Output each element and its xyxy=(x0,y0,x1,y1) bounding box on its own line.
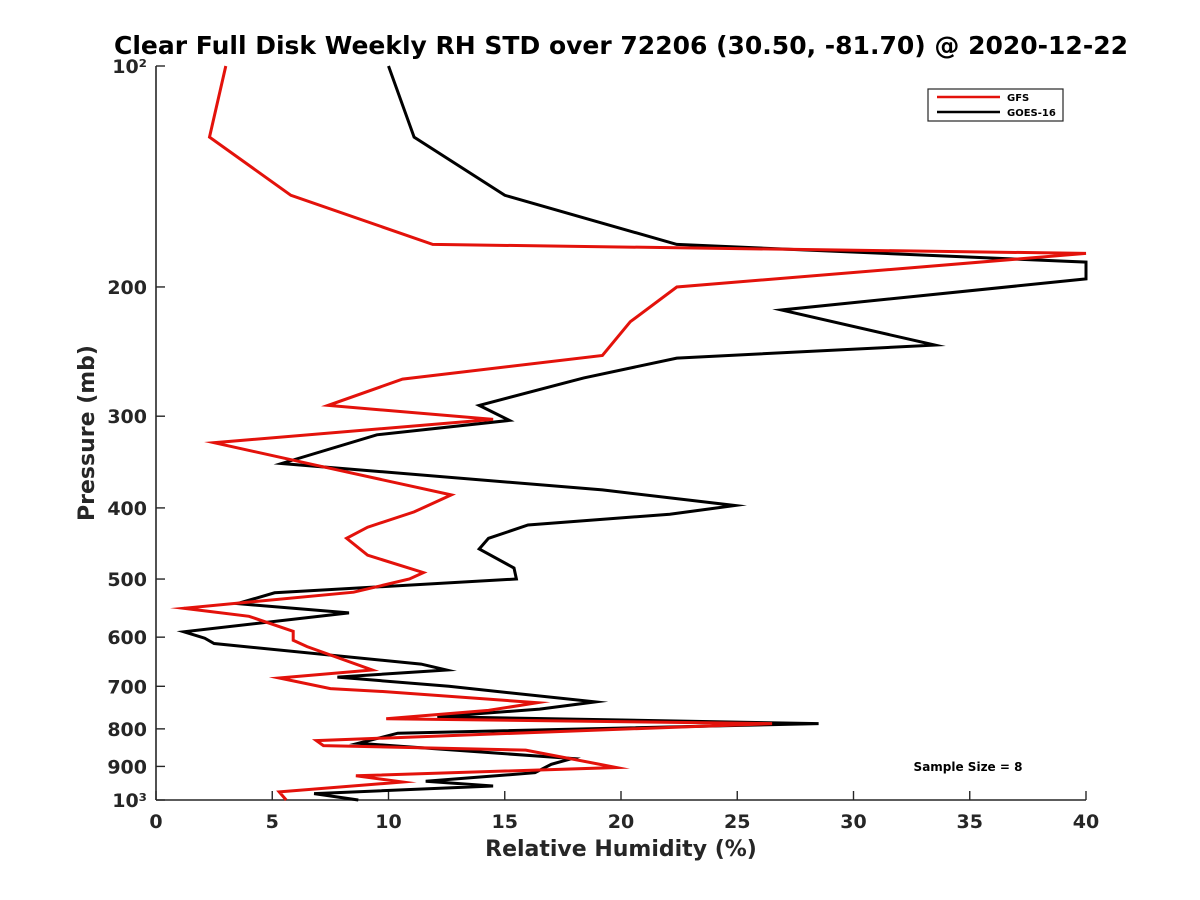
chart-title: Clear Full Disk Weekly RH STD over 72206… xyxy=(114,31,1128,60)
legend-box xyxy=(927,88,1064,122)
y-ticks: 10² 200 300 400 500 600 700 800 900 10³ xyxy=(107,56,165,812)
x-tick-label: 35 xyxy=(957,811,983,833)
series-layer xyxy=(170,65,1088,802)
x-tick-label: 20 xyxy=(608,811,634,833)
legend: GFS GOES-16 xyxy=(927,88,1064,122)
x-axis-label: Relative Humidity (%) xyxy=(485,837,757,862)
y-axis-label: Pressure (mb) xyxy=(75,345,100,521)
sample-size-annotation: Sample Size = 8 xyxy=(914,760,1023,774)
x-ticks: 0 5 10 15 20 25 30 35 40 xyxy=(149,791,1099,833)
x-tick-label: 15 xyxy=(492,811,518,833)
y-tick-label: 10³ xyxy=(112,790,147,812)
legend-label-goes-16: GOES-16 xyxy=(1007,108,1056,119)
x-tick-label: 30 xyxy=(840,811,866,833)
y-tick-label: 800 xyxy=(107,719,147,741)
y-tick-label: 700 xyxy=(107,676,147,698)
series-line-gfs xyxy=(170,65,1087,801)
x-tick-label: 25 xyxy=(724,811,750,833)
y-tick-label: 200 xyxy=(107,277,147,299)
legend-label-gfs: GFS xyxy=(1007,93,1029,104)
y-tick-label: 600 xyxy=(107,627,147,649)
y-tick-label: 300 xyxy=(107,406,147,428)
y-tick-label: 900 xyxy=(107,756,147,778)
x-tick-label: 40 xyxy=(1073,811,1099,833)
y-tick-label: 10² xyxy=(112,56,147,78)
y-tick-label: 500 xyxy=(107,569,147,591)
x-tick-label: 0 xyxy=(149,811,162,833)
plot-area xyxy=(155,66,1086,801)
y-tick-label: 400 xyxy=(107,498,147,520)
x-tick-label: 5 xyxy=(266,811,279,833)
x-tick-label: 10 xyxy=(375,811,401,833)
